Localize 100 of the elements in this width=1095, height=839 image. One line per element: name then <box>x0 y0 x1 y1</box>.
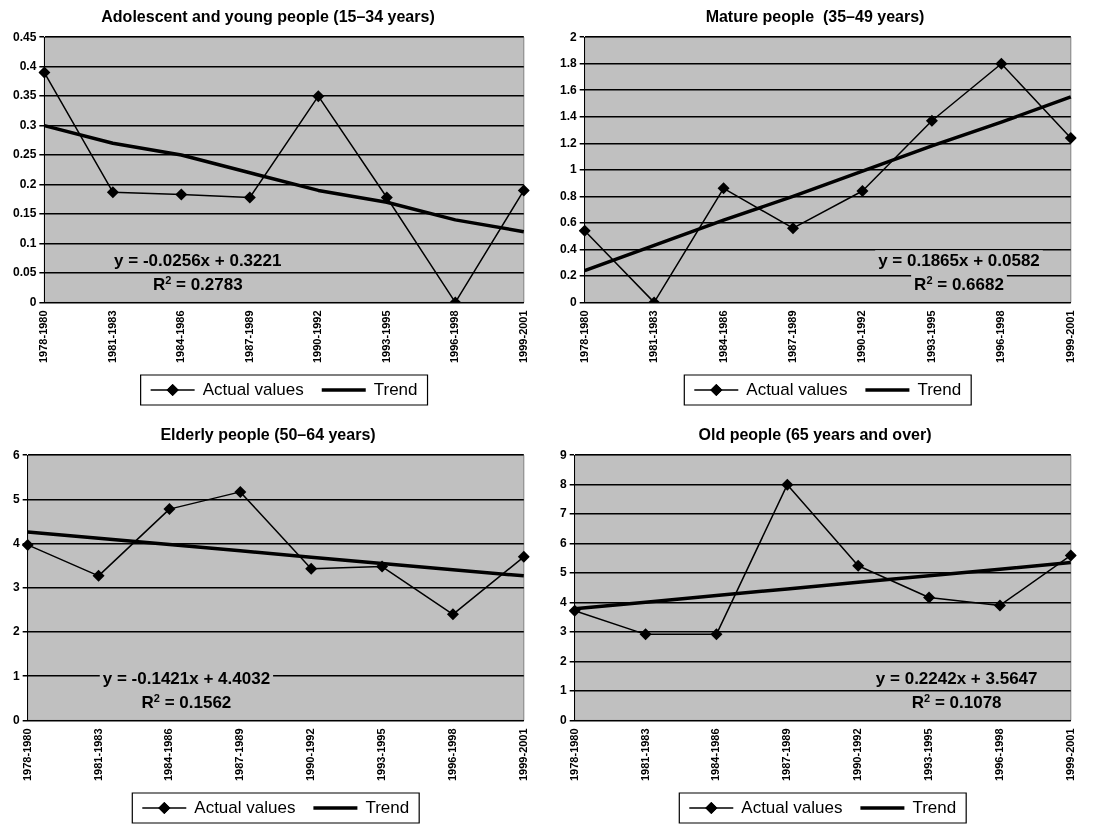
x-tick-label: 1987-1989 <box>786 310 799 363</box>
x-tick-label: 1993-1995 <box>379 310 392 363</box>
point <box>446 608 459 621</box>
point <box>376 560 389 573</box>
legend-label: Trend <box>917 379 962 399</box>
chart-title: Adolescent and young people (15–34 years) <box>101 8 435 26</box>
y-tick-label: 3 <box>12 580 20 595</box>
y-tick-label: 0.3 <box>19 117 37 132</box>
point <box>1064 131 1077 144</box>
y-tick-label: 1.2 <box>559 135 577 150</box>
x-tick-label: 1978-1980 <box>577 310 590 363</box>
y-tick-label: 0.8 <box>559 188 577 203</box>
point <box>106 186 119 199</box>
y-tick-label: 0 <box>559 712 567 727</box>
y-tick-label: 0 <box>569 294 577 309</box>
point <box>639 628 652 641</box>
x-tick-label: 1990-1992 <box>311 310 324 363</box>
legend-label: Actual values <box>194 797 296 817</box>
annotation: y = -0.0256x + 0.3221 <box>114 251 282 271</box>
x-tick-label: 1993-1995 <box>922 728 935 781</box>
x-tick-label: 1984-1986 <box>162 728 175 781</box>
y-tick-label: 2 <box>559 653 567 668</box>
annotation: y = 0.2242x + 3.5647 <box>875 669 1038 689</box>
y-tick-label: 4 <box>12 535 20 550</box>
y-tick-label: 3 <box>559 624 567 639</box>
x-tick-label: 1990-1992 <box>851 728 864 781</box>
x-tick-label: 1984-1986 <box>174 310 187 363</box>
x-tick-label: 1999-2001 <box>516 728 529 781</box>
point <box>312 90 325 103</box>
x-tick-label: 1996-1998 <box>448 310 461 363</box>
legend-label: Trend <box>373 379 418 399</box>
x-tick-label: 1990-1992 <box>855 310 868 363</box>
y-tick-label: 0.25 <box>13 147 37 162</box>
x-tick-label: 1978-1980 <box>567 728 580 781</box>
x-tick-label: 1993-1995 <box>375 728 388 781</box>
y-tick-label: 6 <box>12 447 20 462</box>
point <box>92 569 105 582</box>
point <box>993 599 1006 612</box>
point <box>923 591 936 604</box>
point <box>578 224 591 237</box>
x-tick-label: 1990-1992 <box>304 728 317 781</box>
y-tick-label: 7 <box>559 506 567 521</box>
annotation: y = -0.1421x + 4.4032 <box>102 669 271 689</box>
point <box>243 191 256 204</box>
annotation: y = 0.1865x + 0.0582 <box>878 251 1040 271</box>
y-tick-label: 1.6 <box>559 82 577 97</box>
x-tick-label: 1987-1989 <box>233 728 246 781</box>
point <box>717 182 730 195</box>
y-tick-label: 2 <box>12 624 20 639</box>
y-tick-label: 8 <box>559 476 567 491</box>
y-tick-label: 1 <box>559 683 567 698</box>
x-tick-label: 1987-1989 <box>780 728 793 781</box>
x-tick-label: 1981-1983 <box>91 728 104 781</box>
chart-title: Elderly people (50–64 years) <box>160 426 376 444</box>
y-tick-label: 0.6 <box>559 215 577 230</box>
y-tick-label: 0.45 <box>13 29 37 44</box>
y-tick-label: 0.2 <box>19 176 37 191</box>
x-tick-label: 1984-1986 <box>716 310 729 363</box>
legend-label: Actual values <box>741 797 843 817</box>
x-tick-label: 1981-1983 <box>638 728 651 781</box>
y-tick-label: 9 <box>559 447 567 462</box>
point <box>995 57 1008 70</box>
x-tick-label: 1996-1998 <box>992 728 1005 781</box>
y-tick-label: 2 <box>569 29 577 44</box>
y-tick-label: 0.05 <box>13 265 37 280</box>
y-tick-label: 0 <box>29 294 37 309</box>
x-tick-label: 1999-2001 <box>1063 728 1076 781</box>
point <box>38 66 51 79</box>
point <box>710 628 723 641</box>
point <box>781 478 794 491</box>
x-tick-label: 1993-1995 <box>924 310 937 363</box>
x-tick-label: 1996-1998 <box>445 728 458 781</box>
y-tick-label: 0.4 <box>559 241 577 256</box>
legend-label: Trend <box>912 797 957 817</box>
y-tick-label: 0.1 <box>19 235 37 250</box>
x-tick-label: 1987-1989 <box>242 310 255 363</box>
y-tick-label: 1 <box>569 162 577 177</box>
y-tick-label: 5 <box>559 565 567 580</box>
point <box>568 604 581 617</box>
point <box>852 559 865 572</box>
x-tick-label: 1981-1983 <box>105 310 118 363</box>
point <box>21 538 34 551</box>
x-tick-label: 1978-1980 <box>20 728 33 781</box>
y-tick-label: 0.15 <box>13 206 37 221</box>
x-tick-label: 1999-2001 <box>516 310 529 363</box>
point <box>517 550 530 563</box>
chart-title: Mature people (35–49 years) <box>705 8 925 26</box>
x-tick-label: 1999-2001 <box>1063 310 1076 363</box>
point <box>1064 549 1077 562</box>
point <box>234 485 247 498</box>
point <box>305 562 318 575</box>
y-tick-label: 5 <box>12 491 20 506</box>
y-tick-label: 0.4 <box>19 58 37 73</box>
y-tick-label: 0 <box>12 712 20 727</box>
point <box>517 184 530 197</box>
y-tick-label: 4 <box>559 594 567 609</box>
y-tick-label: 0.35 <box>13 88 37 103</box>
point <box>925 114 938 127</box>
legend-label: Trend <box>365 797 410 817</box>
y-tick-label: 0.2 <box>559 268 577 283</box>
